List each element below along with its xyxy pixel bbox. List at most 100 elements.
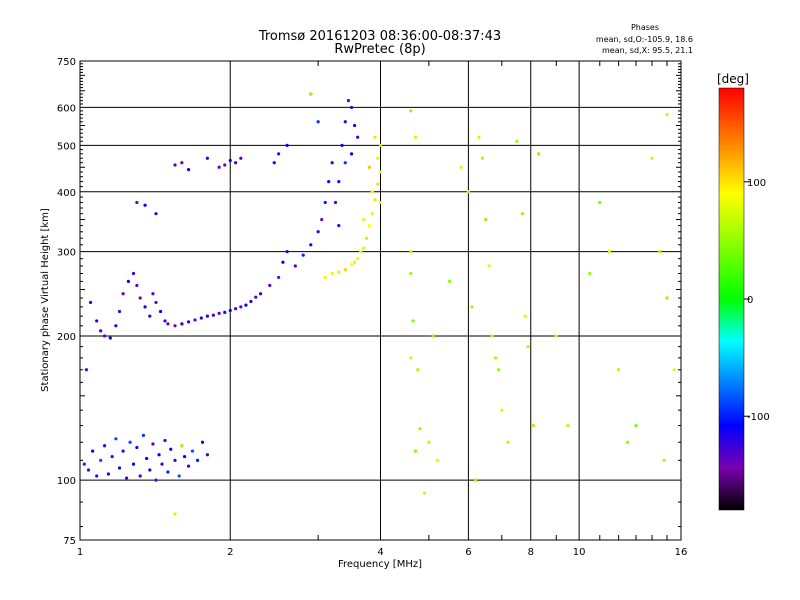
data-point (190, 449, 195, 453)
data-points (82, 92, 676, 516)
data-point (323, 275, 327, 280)
data-point (309, 243, 313, 247)
x-tick-label: 2 (227, 547, 233, 558)
data-point (340, 143, 344, 147)
data-point (244, 303, 248, 307)
data-point (672, 368, 676, 372)
data-point (110, 454, 114, 459)
data-point (180, 444, 184, 448)
data-point (211, 313, 215, 317)
data-point (378, 143, 383, 147)
data-point (145, 456, 149, 461)
data-point (650, 156, 654, 160)
data-point (526, 345, 530, 349)
colorbar-tick-label: -100 (747, 412, 770, 423)
data-point (258, 292, 263, 296)
data-point (121, 449, 125, 453)
data-point (376, 182, 380, 186)
data-point (108, 336, 112, 340)
y-axis-label: Stationary phase Virtual Height [km] (40, 208, 51, 392)
data-point (84, 368, 89, 372)
data-point (362, 217, 366, 222)
data-point (431, 334, 435, 338)
data-point (598, 200, 602, 205)
data-point (143, 305, 147, 309)
data-point (169, 447, 173, 451)
chart-title: Tromsø 20161203 08:36:00-08:37:43 (258, 29, 501, 44)
data-point (95, 474, 99, 478)
data-point (477, 135, 481, 139)
data-point (199, 316, 203, 320)
data-point (337, 270, 341, 274)
data-point (353, 260, 357, 264)
data-point (131, 462, 136, 466)
colorbar-tick-label: 100 (747, 178, 766, 189)
data-point (95, 319, 99, 323)
data-point (128, 440, 132, 444)
data-point (373, 198, 377, 202)
data-point (427, 440, 431, 444)
data-point (625, 440, 630, 444)
data-point (607, 250, 612, 254)
data-point (173, 458, 177, 462)
data-point (349, 105, 354, 110)
colorbar-tick-label: 0 (747, 295, 753, 306)
y-tick-label: 200 (57, 332, 76, 343)
data-point (301, 253, 305, 257)
data-point (160, 462, 164, 466)
data-point (166, 322, 170, 326)
data-point (86, 468, 91, 472)
data-point (186, 167, 191, 172)
data-point (349, 262, 354, 267)
stats-heading: Phases (631, 23, 659, 32)
data-point (327, 180, 331, 184)
data-point (435, 458, 439, 462)
data-point (320, 217, 324, 222)
data-point (323, 200, 327, 205)
data-point (566, 423, 570, 428)
data-point (121, 292, 125, 296)
data-point (114, 437, 118, 441)
data-point (277, 275, 281, 280)
data-point (285, 143, 289, 147)
stats-line-x: mean, sd,X: 95.5, 21.1 (602, 46, 693, 55)
data-point (523, 314, 527, 318)
data-point (268, 283, 272, 288)
data-point (409, 109, 413, 113)
data-point (497, 368, 501, 372)
data-point (337, 180, 341, 184)
data-point (309, 92, 313, 96)
grid-lines (80, 61, 681, 540)
data-point (364, 236, 369, 240)
data-point (484, 217, 488, 222)
data-point (422, 491, 427, 495)
data-point (180, 161, 184, 165)
data-point (337, 223, 341, 228)
data-point (285, 250, 289, 254)
y-tick-label: 400 (57, 188, 76, 199)
data-point (356, 257, 360, 261)
data-point (154, 478, 158, 482)
data-point (141, 433, 146, 438)
data-point (316, 230, 320, 234)
data-point (135, 445, 139, 450)
data-point (333, 200, 338, 205)
data-point (316, 120, 320, 124)
colorbar-ticks: 100 0 -100 (744, 178, 770, 423)
data-point (173, 512, 177, 516)
data-point (182, 454, 187, 459)
chart-subtitle: RwPretec (8p) (334, 42, 425, 57)
data-point (126, 279, 130, 283)
data-point (177, 474, 181, 478)
data-point (239, 156, 243, 160)
x-tick-label: 6 (465, 547, 471, 558)
data-point (205, 314, 210, 318)
data-point (353, 123, 357, 128)
data-point (193, 318, 197, 322)
data-point (537, 152, 541, 156)
data-point (665, 296, 669, 300)
data-point (343, 268, 347, 272)
y-tick-label: 500 (57, 141, 76, 152)
data-point (88, 300, 93, 305)
data-point (223, 163, 227, 167)
